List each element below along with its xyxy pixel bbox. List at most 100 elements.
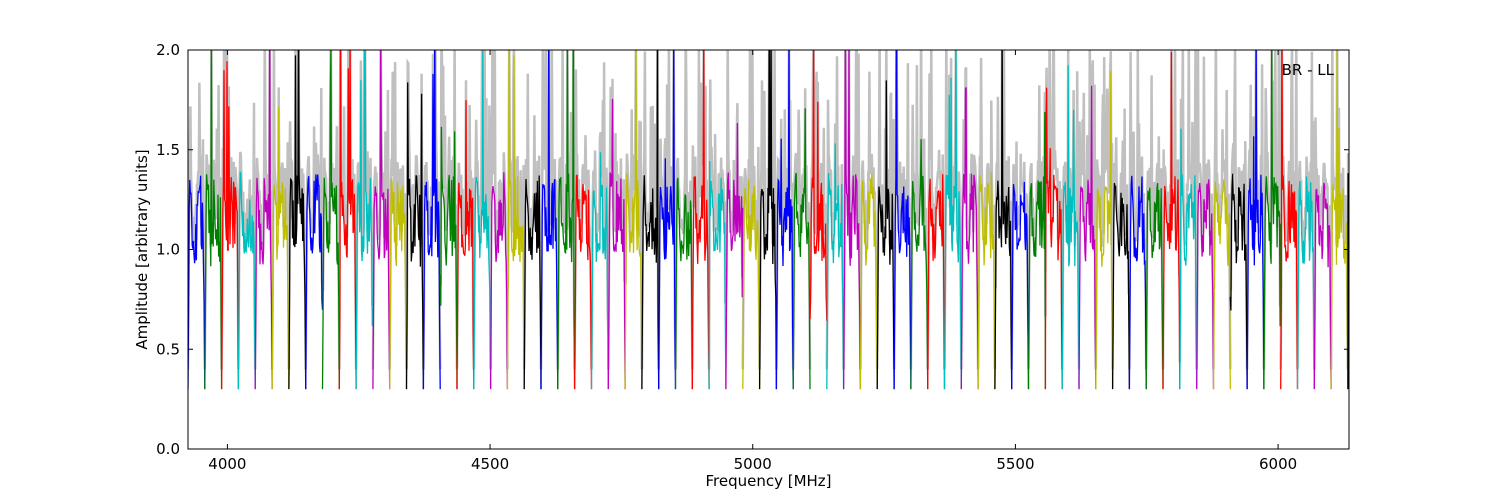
subband-series-line [1313,182,1332,390]
subband-series-line [994,50,1013,390]
subband-series-line [624,50,643,390]
axes: 4000 4500 5000 5500 6000 0.0 0.5 1.0 1.5 2.0 [156,41,1350,473]
subband-series-line [809,50,828,321]
subband-series-line [1162,51,1181,390]
subband-series-line [422,50,441,390]
subband-series-line [1263,50,1282,390]
subband-series-line [758,50,778,390]
subband-series-line [641,50,660,390]
subband-series-line [1179,128,1198,390]
subband-series-line [775,50,794,390]
subband-series-line [1212,179,1231,390]
subband-series-line [742,179,761,390]
subband-series-line [338,50,357,390]
subband-series-line [540,50,559,390]
x-tick-label: 5000 [734,455,772,473]
y-tick-label: 1.0 [156,241,180,259]
subband-series-line [859,173,878,390]
subband-series-line [288,50,307,390]
subband-series-line [1128,175,1147,390]
background-spectrum-line [1128,50,1148,370]
subband-series-line [389,178,408,390]
subband-series-line [708,160,727,390]
background-spectrum-line [472,50,492,370]
subband-series-line [1246,50,1265,390]
subband-series-line [674,177,693,390]
subband-series-line [590,152,609,390]
background-spectrum-line [321,50,341,370]
subband-series-line [188,175,206,390]
y-tick-label: 0.0 [156,440,180,458]
y-tick-label: 2.0 [156,41,180,59]
background-spectrum-line [758,50,778,370]
subband-series-line [237,171,256,390]
subband-series-line [1078,85,1097,390]
subband-series-line [1095,71,1114,390]
background-spectrum-line [354,50,375,370]
background-spectrum-line [775,50,795,370]
background-spectrum-line [1077,50,1098,370]
subband-series-line [842,50,862,390]
subband-series-line [254,50,273,390]
subband-series-line [473,50,492,390]
subband-series-line [489,172,509,390]
background-spectrum-line [1094,51,1114,370]
background-spectrum-line [237,102,257,370]
subband-series-line [1027,112,1047,390]
background-spectrum-line [724,50,745,297]
subband-series-line [271,107,290,390]
baseline-annotation: BR - LL [1282,61,1335,79]
subband-series-line [607,98,626,390]
background-spectrum-line [691,50,711,370]
subband-series-line [439,126,458,390]
subband-series-line [725,122,744,390]
subband-series-line [1061,65,1080,390]
background-spectrum-line [825,56,845,370]
subband-series-line [658,50,677,390]
subband-series-line [691,50,710,390]
subband-series-line [405,82,425,390]
background-spectrum-line [623,50,644,370]
subband-series-line [893,50,912,390]
subband-series-line [1280,50,1299,390]
y-axis-label: Amplitude [arbitrary units] [133,149,151,349]
subband-series-line [506,50,525,390]
subband-series-line [456,100,475,390]
subband-series-line [826,143,845,390]
subband-series-line [557,50,576,390]
subband-series-line [355,50,374,390]
x-tick-label: 6000 [1259,455,1297,473]
background-spectrum-line [607,78,627,370]
subband-series-line [943,50,962,390]
subband-series-line [1229,173,1248,390]
subband-series-line [1296,176,1315,390]
subband-series-line [1196,179,1215,390]
x-tick-label: 4500 [471,455,509,473]
subband-series-line [1044,87,1063,390]
subband-series-line [204,50,223,390]
subband-series-line [372,50,391,390]
x-tick-label: 5500 [996,455,1034,473]
subband-series-line [1111,182,1131,390]
subband-series-line [220,61,240,390]
background-spectrum-line [926,50,946,370]
background-spectrum-line [1279,50,1299,370]
subband-series-line [876,80,895,390]
background-spectrum-line [1195,50,1215,370]
subband-series-line [305,174,324,390]
x-axis-label: Frequency [MHz] [705,472,831,490]
background-spectrum-line [1010,141,1030,370]
subband-series-line [792,108,811,390]
subband-series-line [1145,183,1164,390]
subband-series-line [321,50,340,390]
subband-series-line [1011,181,1030,390]
subband-series-line [573,174,593,390]
y-tick-label: 0.5 [156,340,180,358]
subband-series-line [977,172,996,390]
subband-series-line [523,175,542,390]
x-tick-label: 4000 [208,455,246,473]
subband-series-line [1330,50,1349,390]
subband-series-line [927,174,946,390]
background-spectrum-line [489,50,509,370]
